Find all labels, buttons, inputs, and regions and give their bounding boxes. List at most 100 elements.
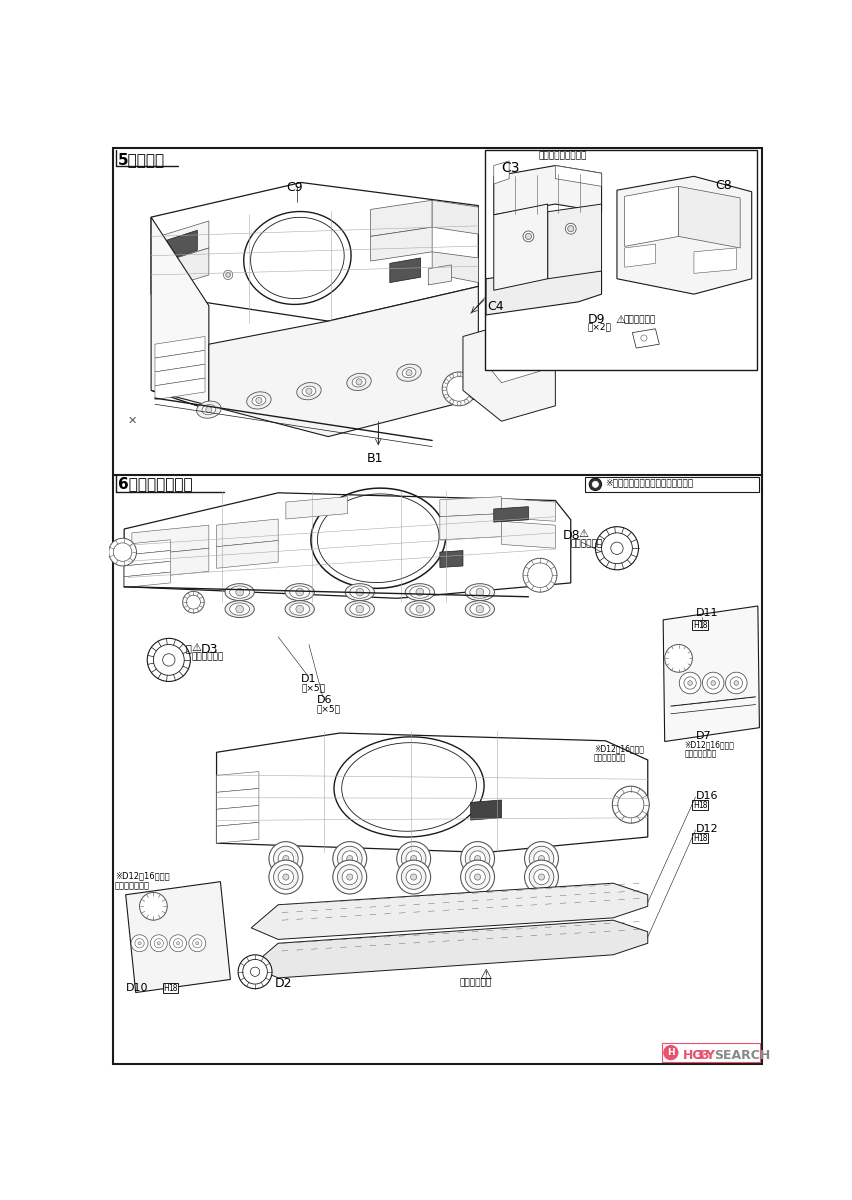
Circle shape — [296, 588, 303, 596]
Polygon shape — [155, 365, 204, 385]
Text: H: H — [693, 800, 698, 810]
Circle shape — [332, 860, 366, 894]
Polygon shape — [547, 204, 601, 278]
Text: D16: D16 — [694, 791, 717, 800]
Polygon shape — [124, 562, 170, 577]
Polygon shape — [486, 352, 539, 383]
Text: H: H — [693, 834, 698, 842]
Circle shape — [355, 588, 363, 596]
Text: ※D12．16の後に: ※D12．16の後に — [593, 744, 643, 754]
Text: ⚠: ⚠ — [479, 968, 492, 982]
Circle shape — [640, 335, 646, 341]
Polygon shape — [370, 227, 432, 262]
Ellipse shape — [290, 586, 309, 599]
Polygon shape — [370, 200, 432, 236]
Ellipse shape — [352, 377, 366, 388]
Circle shape — [733, 680, 738, 685]
Text: ⚠: ⚠ — [578, 529, 588, 539]
Polygon shape — [151, 182, 478, 322]
Text: 3: 3 — [699, 1049, 708, 1062]
Text: C4: C4 — [487, 300, 504, 312]
Polygon shape — [155, 336, 204, 358]
Circle shape — [268, 860, 302, 894]
Circle shape — [243, 960, 267, 984]
Circle shape — [460, 860, 494, 894]
Circle shape — [469, 851, 485, 866]
Polygon shape — [555, 166, 601, 186]
Polygon shape — [124, 551, 170, 566]
Text: D7: D7 — [694, 731, 711, 740]
Ellipse shape — [229, 602, 250, 616]
Circle shape — [525, 233, 531, 240]
Circle shape — [416, 605, 423, 613]
Circle shape — [471, 386, 475, 391]
Polygon shape — [493, 166, 601, 215]
Circle shape — [441, 372, 475, 406]
Circle shape — [710, 680, 715, 685]
Text: ⚠: ⚠ — [614, 314, 625, 325]
Text: D11: D11 — [694, 607, 717, 618]
Text: SEARCH: SEARCH — [713, 1049, 769, 1062]
Circle shape — [193, 938, 202, 948]
Circle shape — [416, 588, 423, 596]
Circle shape — [524, 860, 558, 894]
Text: D6: D6 — [316, 695, 331, 706]
Circle shape — [474, 856, 481, 862]
Circle shape — [150, 935, 167, 952]
Bar — [484, 150, 757, 370]
Circle shape — [469, 869, 485, 884]
Text: 向きに注意。: 向きに注意。 — [570, 539, 602, 548]
Circle shape — [406, 851, 421, 866]
Text: H: H — [164, 984, 169, 994]
Text: 18: 18 — [168, 984, 177, 994]
Circle shape — [678, 672, 700, 694]
Circle shape — [283, 874, 289, 880]
Circle shape — [306, 388, 312, 395]
Ellipse shape — [396, 364, 421, 382]
Polygon shape — [501, 498, 555, 521]
Ellipse shape — [349, 602, 370, 616]
Polygon shape — [124, 540, 170, 556]
Circle shape — [396, 860, 430, 894]
Polygon shape — [432, 200, 478, 234]
Circle shape — [538, 856, 544, 862]
Circle shape — [601, 533, 631, 564]
Text: ⚠: ⚠ — [192, 643, 202, 653]
Circle shape — [226, 272, 230, 277]
Ellipse shape — [409, 586, 429, 599]
Ellipse shape — [296, 383, 321, 400]
Ellipse shape — [469, 602, 489, 616]
Circle shape — [296, 605, 303, 613]
Ellipse shape — [290, 602, 309, 616]
Polygon shape — [432, 252, 478, 282]
Polygon shape — [493, 506, 527, 522]
Polygon shape — [132, 526, 209, 556]
Circle shape — [176, 942, 180, 944]
Circle shape — [187, 595, 200, 610]
Circle shape — [188, 935, 205, 952]
Ellipse shape — [229, 586, 250, 599]
Polygon shape — [493, 204, 547, 290]
Circle shape — [108, 539, 136, 566]
Ellipse shape — [464, 583, 494, 601]
Polygon shape — [216, 772, 259, 792]
Text: C9: C9 — [285, 181, 302, 194]
Circle shape — [464, 865, 489, 889]
Polygon shape — [285, 497, 347, 518]
Circle shape — [332, 841, 366, 876]
Circle shape — [278, 851, 293, 866]
Circle shape — [355, 379, 361, 385]
Circle shape — [235, 605, 243, 613]
Circle shape — [527, 563, 551, 588]
Text: 向: 向 — [186, 643, 192, 653]
Polygon shape — [216, 805, 259, 827]
Ellipse shape — [285, 601, 314, 618]
Ellipse shape — [347, 373, 371, 390]
Circle shape — [406, 370, 412, 376]
Circle shape — [589, 478, 601, 491]
Circle shape — [464, 374, 468, 378]
Text: H: H — [666, 1048, 674, 1057]
Circle shape — [337, 865, 361, 889]
Polygon shape — [493, 161, 509, 184]
Polygon shape — [155, 378, 204, 400]
